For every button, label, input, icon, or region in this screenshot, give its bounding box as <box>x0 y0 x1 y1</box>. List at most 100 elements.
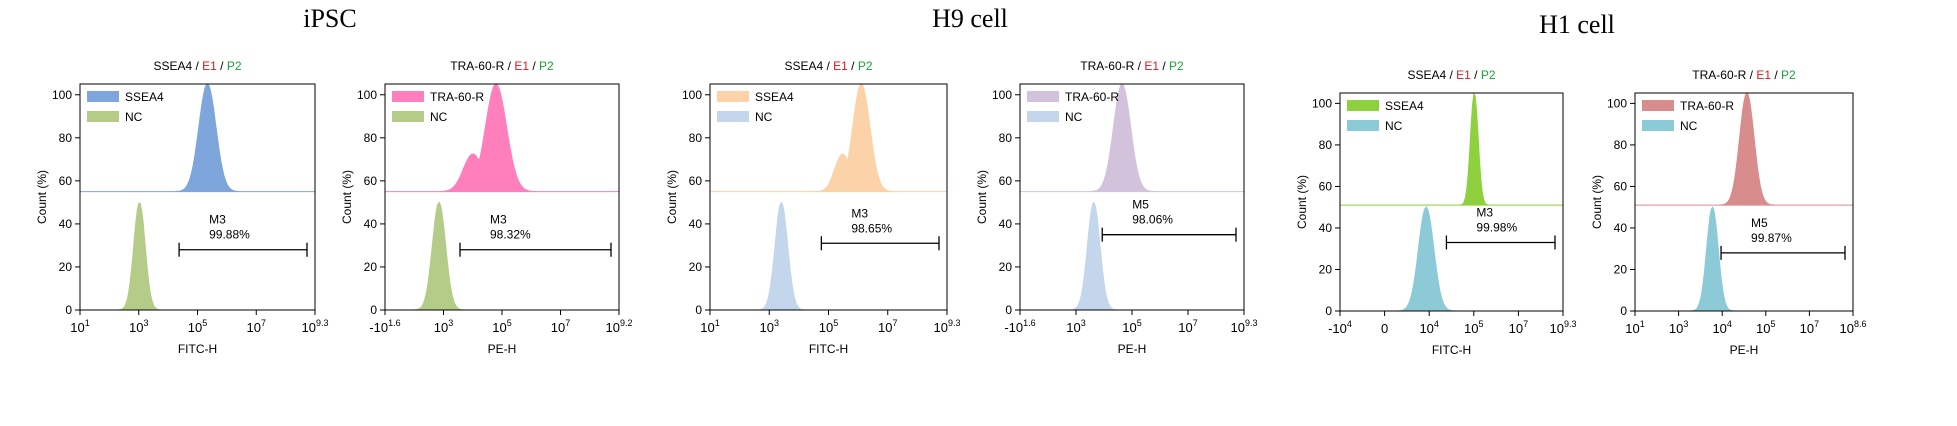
x-tick-exponent: 1.6 <box>388 318 401 328</box>
y-tick-label: 100 <box>357 88 377 102</box>
chart-panel-3: TRA-60-R / E1 / P2 0 20 40 60 80 100 Count (%) -… <box>975 59 1257 356</box>
marker-name: M5 <box>1132 198 1149 212</box>
y-tick-label: 0 <box>65 303 72 317</box>
x-tick-base: 10 <box>1419 321 1433 336</box>
histogram-tra-60-r <box>384 83 620 193</box>
group-title-h1: H1 cell <box>1539 10 1615 39</box>
x-tick-label: -101.6 <box>369 318 400 335</box>
x-tick-base: 10 <box>1066 320 1080 335</box>
x-tick-base: 10 <box>1669 321 1683 336</box>
chart-title-part: / <box>823 59 833 73</box>
x-tick-label: 103 <box>129 318 148 335</box>
x-tick-exponent: 5 <box>507 318 512 328</box>
x-axis-label: PE-H <box>1730 343 1759 357</box>
x-tick-exponent: 4 <box>1727 319 1732 329</box>
y-tick-label: 20 <box>59 260 73 274</box>
chart-title: SSEA4 / E1 / P2 <box>1407 68 1495 82</box>
x-tick-base: 10 <box>434 320 448 335</box>
legend-swatch <box>1027 111 1059 122</box>
histogram-ssea4 <box>709 83 948 193</box>
x-tick-base: 10 <box>1464 321 1478 336</box>
x-tick-base: -10 <box>1328 321 1347 336</box>
chart-title-part: / <box>1771 68 1781 82</box>
chart-title-part: E1 <box>1456 68 1471 82</box>
x-tick-exponent: 9.3 <box>1564 319 1577 329</box>
legend-swatch <box>717 91 749 102</box>
y-tick-label: 20 <box>364 260 378 274</box>
y-axis-label: Count (%) <box>35 170 49 224</box>
x-tick-base: 10 <box>934 320 948 335</box>
y-axis-label: Count (%) <box>665 170 679 224</box>
x-tick-label: 105 <box>1464 319 1483 336</box>
x-tick-base: 10 <box>1231 320 1245 335</box>
x-tick-label: 107 <box>551 318 570 335</box>
x-tick-exponent: 7 <box>565 318 570 328</box>
y-tick-label: 20 <box>1614 262 1628 276</box>
marker-percent: 98.65% <box>851 221 892 235</box>
x-tick-exponent: 9.3 <box>316 318 329 328</box>
x-tick-base: 10 <box>878 320 892 335</box>
y-tick-label: 80 <box>999 131 1013 145</box>
x-tick-base: 10 <box>1509 321 1523 336</box>
marker-percent: 98.06% <box>1132 213 1173 227</box>
x-tick-label: 105 <box>1756 319 1775 336</box>
legend-label: SSEA4 <box>1385 99 1424 113</box>
chart-title-part: SSEA4 <box>1407 68 1446 82</box>
chart-title-part: SSEA4 <box>153 59 192 73</box>
legend-swatch <box>1347 120 1379 131</box>
x-tick-label: 103 <box>1669 319 1688 336</box>
x-tick-label: 104 <box>1419 319 1438 336</box>
marker-percent: 99.87% <box>1751 231 1792 245</box>
y-tick-label: 100 <box>992 88 1012 102</box>
x-tick-exponent: 1 <box>715 318 720 328</box>
x-tick-exponent: 3 <box>1081 318 1086 328</box>
x-axis-label: FITC-H <box>1432 343 1471 357</box>
y-tick-label: 40 <box>999 217 1013 231</box>
histogram-nc <box>1340 206 1563 312</box>
x-tick-exponent: 7 <box>1193 318 1198 328</box>
x-tick-base: 10 <box>1840 321 1854 336</box>
y-tick-label: 40 <box>689 217 703 231</box>
x-axis-label: PE-H <box>488 342 517 356</box>
histogram-nc <box>710 201 947 311</box>
chart-title-part: E1 <box>1756 68 1771 82</box>
x-tick-exponent: 1 <box>85 318 90 328</box>
y-axis-label: Count (%) <box>1295 175 1309 229</box>
x-tick-label: -104 <box>1328 319 1352 336</box>
x-tick-exponent: 7 <box>1814 319 1819 329</box>
legend-swatch <box>392 91 424 102</box>
legend-label: NC <box>755 110 773 124</box>
chart-title-part: P2 <box>1169 59 1184 73</box>
chart-title-part: P2 <box>858 59 873 73</box>
y-axis-label: Count (%) <box>340 170 354 224</box>
legend-label: TRA-60-R <box>1065 90 1119 104</box>
y-tick-label: 60 <box>689 174 703 188</box>
legend-swatch <box>1347 100 1379 111</box>
x-tick-base: 0 <box>1381 321 1388 336</box>
histogram-tra-60-r <box>1634 92 1854 206</box>
marker-name: M3 <box>209 213 226 227</box>
x-axis-label: FITC-H <box>809 342 848 356</box>
chart-panel-1: TRA-60-R / E1 / P2 0 20 40 60 80 100 Count (%) -… <box>340 59 632 356</box>
x-tick-base: -10 <box>369 320 388 335</box>
x-tick-base: 10 <box>819 320 833 335</box>
legend-swatch <box>87 91 119 102</box>
x-tick-label: 109.3 <box>302 318 329 335</box>
x-tick-exponent: 7 <box>261 318 266 328</box>
x-tick-base: 10 <box>1122 320 1136 335</box>
chart-title-part: / <box>1471 68 1481 82</box>
x-tick-label: 109.2 <box>606 318 633 335</box>
x-tick-exponent: 3 <box>1683 319 1688 329</box>
chart-title-part: / <box>1134 59 1144 73</box>
marker-percent: 99.98% <box>1476 220 1517 234</box>
chart-title-part: TRA-60-R <box>1692 68 1746 82</box>
legend-label: TRA-60-R <box>1680 99 1734 113</box>
y-tick-label: 0 <box>695 303 702 317</box>
histogram-nc <box>1635 206 1853 312</box>
x-tick-exponent: 5 <box>833 318 838 328</box>
x-tick-base: 10 <box>70 320 84 335</box>
chart-title-part: SSEA4 <box>784 59 823 73</box>
x-tick-label: 109.3 <box>1550 319 1577 336</box>
legend-label: NC <box>1680 119 1698 133</box>
